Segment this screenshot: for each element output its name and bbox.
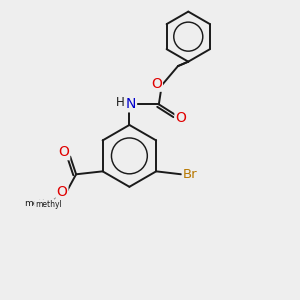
Text: H: H	[116, 95, 124, 109]
Text: O: O	[151, 77, 162, 91]
Text: Br: Br	[183, 168, 197, 181]
Text: methyl: methyl	[24, 199, 56, 208]
Text: N: N	[126, 98, 136, 111]
Text: O: O	[176, 111, 186, 125]
Text: O: O	[56, 185, 68, 199]
Text: O: O	[58, 145, 69, 159]
Text: methyl: methyl	[35, 200, 62, 209]
